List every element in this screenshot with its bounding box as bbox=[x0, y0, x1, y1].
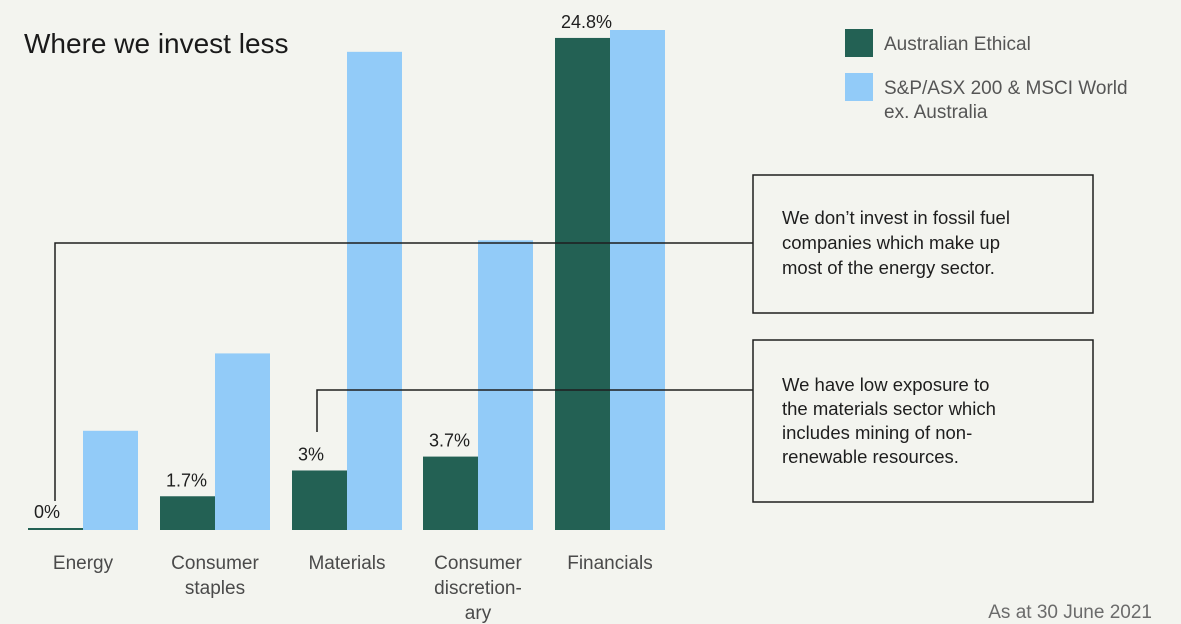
category-label-line: ary bbox=[465, 603, 492, 624]
bar-benchmark-consumer-discretion-ary bbox=[478, 240, 533, 531]
bar-benchmark-financials bbox=[610, 30, 665, 530]
value-label-consumer-staples: 1.7% bbox=[166, 470, 207, 490]
chart-title: Where we invest less bbox=[24, 28, 289, 59]
legend-label-benchmark-line: S&P/ASX 200 & MSCI World bbox=[884, 78, 1128, 99]
category-label-consumer-discretion-ary: Consumer discretion-ary bbox=[434, 553, 522, 624]
annotation-box-materials bbox=[752, 339, 1094, 503]
value-label-energy: 0% bbox=[34, 502, 60, 522]
annotation-energy-line: We don’t invest in fossil fuel bbox=[782, 207, 1010, 228]
category-label-line: Energy bbox=[53, 553, 114, 574]
annotation-energy-line: most of the energy sector. bbox=[782, 257, 995, 278]
legend-swatch-benchmark bbox=[845, 73, 873, 101]
value-label-consumer-discretion-ary: 3.7% bbox=[429, 431, 470, 451]
category-label-line: Financials bbox=[567, 553, 653, 574]
annotation-materials-line: includes mining of non- bbox=[782, 422, 972, 443]
value-label-materials: 3% bbox=[298, 444, 324, 464]
bar-australian-ethical-energy bbox=[28, 528, 83, 530]
category-label-line: discretion- bbox=[434, 578, 522, 599]
value-labels: 0% 1.7% 3% 3.7% 24.8% bbox=[34, 12, 612, 522]
category-label-energy: Energy bbox=[53, 553, 114, 574]
bar-australian-ethical-financials bbox=[555, 37, 610, 530]
category-label-line: Materials bbox=[308, 553, 385, 574]
bar-benchmark-consumer-staples bbox=[215, 353, 270, 530]
footer-date: As at 30 June 2021 bbox=[988, 602, 1152, 623]
bar-australian-ethical-consumer-discretion-ary bbox=[423, 456, 478, 530]
category-label-line: staples bbox=[185, 578, 245, 599]
bar-australian-ethical-consumer-staples bbox=[160, 496, 215, 530]
category-label-financials: Financials bbox=[567, 553, 653, 574]
annotation-text-energy: We don’t invest in fossil fuel companies… bbox=[782, 207, 1015, 278]
category-label-consumer-staples: Consumer staples bbox=[171, 553, 259, 599]
annotation-materials-line: We have low exposure to bbox=[782, 374, 989, 395]
legend-swatch-australian-ethical bbox=[845, 29, 873, 57]
category-label-materials: Materials bbox=[308, 553, 385, 574]
annotations: We don’t invest in fossil fuel companies… bbox=[54, 174, 1094, 503]
bar-benchmark-materials bbox=[347, 51, 402, 530]
annotation-text-materials: We have low exposure to the materials se… bbox=[782, 374, 1001, 467]
legend-label-australian-ethical: Australian Ethical bbox=[884, 34, 1031, 55]
annotation-leader-materials bbox=[316, 389, 753, 432]
legend-label-benchmark-line: ex. Australia bbox=[884, 102, 988, 123]
category-label-line: Consumer bbox=[434, 553, 522, 574]
annotation-materials-line: the materials sector which bbox=[782, 398, 996, 419]
annotation-energy-line: companies which make up bbox=[782, 232, 1000, 253]
annotation-leader-energy bbox=[54, 242, 753, 501]
category-label-line: Consumer bbox=[171, 553, 259, 574]
value-label-financials: 24.8% bbox=[561, 12, 612, 32]
category-labels: Energy Consumer staples Materials Consumer di… bbox=[53, 553, 653, 624]
annotation-box-energy bbox=[752, 174, 1094, 314]
legend: Australian Ethical S&P/ASX 200 & MSCI Wo… bbox=[845, 29, 1133, 123]
bars bbox=[28, 30, 665, 531]
annotation-materials-line: renewable resources. bbox=[782, 446, 959, 467]
bar-benchmark-energy bbox=[83, 430, 138, 530]
bar-australian-ethical-materials bbox=[292, 470, 347, 530]
legend-label-benchmark: S&P/ASX 200 & MSCI World ex. Australia bbox=[884, 78, 1133, 123]
